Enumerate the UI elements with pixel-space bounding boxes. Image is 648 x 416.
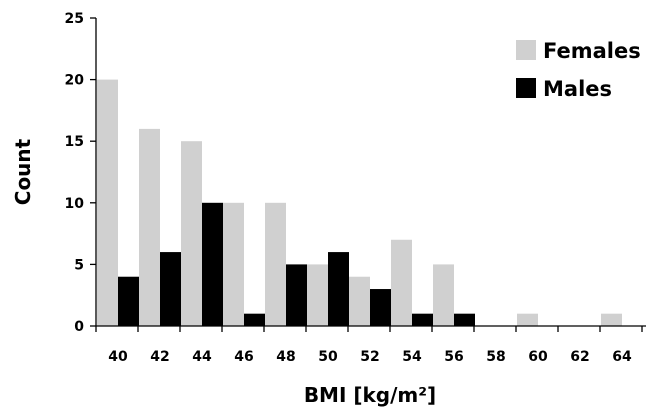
bar-females-64 bbox=[601, 313, 622, 326]
bar-females-54 bbox=[391, 239, 412, 326]
bar-females-52 bbox=[349, 276, 370, 326]
bar-males-48 bbox=[286, 264, 307, 326]
bar-males-46 bbox=[244, 313, 265, 326]
bar-females-50 bbox=[307, 264, 328, 326]
y-axis-title: Count bbox=[11, 138, 35, 205]
y-tick-label-10: 10 bbox=[65, 196, 85, 212]
x-tick-label-40: 40 bbox=[108, 349, 128, 365]
axes-layer bbox=[95, 18, 646, 327]
x-tick-label-44: 44 bbox=[192, 349, 212, 365]
bar-males-56 bbox=[454, 313, 475, 326]
bar-males-40 bbox=[118, 276, 139, 326]
bar-females-60 bbox=[517, 313, 538, 326]
x-tick-label-56: 56 bbox=[444, 349, 463, 365]
x-tick-label-64: 64 bbox=[612, 349, 632, 365]
bar-females-46 bbox=[223, 202, 244, 326]
ticks-layer: 0 5 10 15 20 25 40 42 44 46 48 50 52 54 56 58 60 62 64 bbox=[65, 11, 643, 365]
x-tick-label-62: 62 bbox=[570, 349, 589, 365]
y-tick-label-0: 0 bbox=[74, 319, 84, 335]
legend-label-males: Males bbox=[543, 77, 612, 101]
y-tick-label-20: 20 bbox=[65, 73, 85, 89]
x-axis-title: BMI [kg/m²] bbox=[304, 383, 436, 407]
x-tick-label-54: 54 bbox=[402, 349, 422, 365]
legend-label-females: Females bbox=[543, 39, 641, 63]
bar-females-42 bbox=[139, 128, 160, 326]
x-tick-label-48: 48 bbox=[276, 349, 295, 365]
bar-males-54 bbox=[412, 313, 433, 326]
x-tick-label-50: 50 bbox=[318, 349, 338, 365]
x-tick-label-52: 52 bbox=[360, 349, 379, 365]
x-tick-label-42: 42 bbox=[150, 349, 169, 365]
bar-females-48 bbox=[265, 202, 286, 326]
legend-swatch-females bbox=[516, 40, 536, 60]
bar-females-44 bbox=[181, 141, 202, 326]
x-tick-label-60: 60 bbox=[528, 349, 548, 365]
bar-males-44 bbox=[202, 202, 223, 326]
x-tick-label-58: 58 bbox=[486, 349, 505, 365]
bar-males-50 bbox=[328, 252, 349, 326]
y-tick-label-15: 15 bbox=[65, 134, 84, 150]
y-tick-label-5: 5 bbox=[74, 257, 84, 273]
x-tick-label-46: 46 bbox=[234, 349, 253, 365]
bar-females-56 bbox=[433, 264, 454, 326]
bar-males-42 bbox=[160, 252, 181, 326]
legend-swatch-males bbox=[516, 78, 536, 98]
legend: Females Males bbox=[516, 39, 641, 101]
bars-layer bbox=[97, 79, 622, 326]
bar-females-40 bbox=[97, 79, 118, 326]
bar-males-52 bbox=[370, 289, 391, 326]
y-tick-label-25: 25 bbox=[65, 11, 84, 27]
